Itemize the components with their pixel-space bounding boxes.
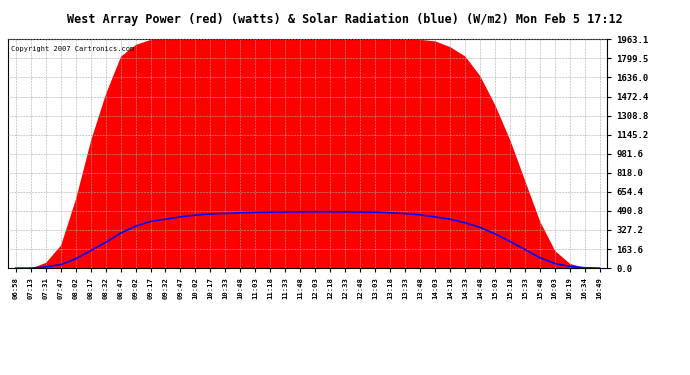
Text: Copyright 2007 Cartronics.com: Copyright 2007 Cartronics.com <box>11 46 135 52</box>
Text: West Array Power (red) (watts) & Solar Radiation (blue) (W/m2) Mon Feb 5 17:12: West Array Power (red) (watts) & Solar R… <box>67 13 623 26</box>
